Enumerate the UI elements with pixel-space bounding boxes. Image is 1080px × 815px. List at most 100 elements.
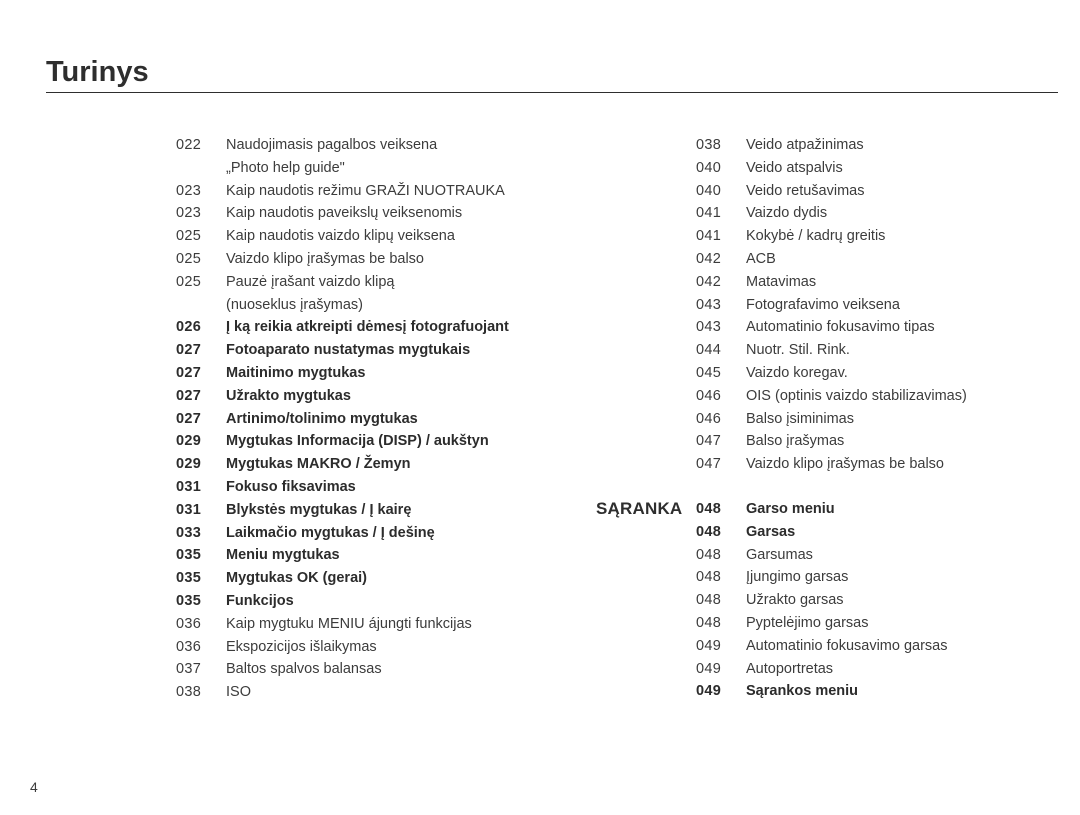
toc-row: 027Maitinimo mygtukas <box>176 362 566 385</box>
toc-page: 035 <box>176 544 226 567</box>
document-page: Turinys 022Naudojimasis pagalbos veiksen… <box>0 0 1080 815</box>
toc-text: Automatinio fokusavimo garsas <box>746 635 967 658</box>
toc-page: 026 <box>176 316 226 339</box>
toc-page: 037 <box>176 658 226 681</box>
toc-page: 048 <box>696 612 746 635</box>
toc-page: 025 <box>176 271 226 294</box>
toc-page: 041 <box>696 225 746 248</box>
toc-page: 035 <box>176 567 226 590</box>
toc-row: (nuoseklus įrašymas) <box>176 294 566 317</box>
toc-row: 040Veido atspalvis <box>696 157 967 180</box>
toc-row: 036Kaip mygtuku MENIU ájungti funkcijas <box>176 613 566 636</box>
toc-page: 045 <box>696 362 746 385</box>
toc-row: 037Baltos spalvos balansas <box>176 658 566 681</box>
toc-page: 029 <box>176 453 226 476</box>
toc-row: 035Funkcijos <box>176 590 566 613</box>
toc-page: 029 <box>176 430 226 453</box>
toc-text: Į ką reikia atkreipti dėmesį fotografuoj… <box>226 316 566 339</box>
toc-page: 046 <box>696 385 746 408</box>
toc-text: Blykstės mygtukas / Į kairę <box>226 499 566 522</box>
toc-text: Balso įsiminimas <box>746 408 967 431</box>
toc-text: Nuotr. Stil. Rink. <box>746 339 967 362</box>
title-rule <box>46 92 1058 93</box>
toc-text: Vaizdo dydis <box>746 202 967 225</box>
toc-page: 040 <box>696 157 746 180</box>
toc-page: 025 <box>176 225 226 248</box>
toc-page: 027 <box>176 339 226 362</box>
toc-text: „Photo help guide" <box>226 157 566 180</box>
toc-row: 033Laikmačio mygtukas / Į dešinę <box>176 522 566 545</box>
toc-row: 031Fokuso fiksavimas <box>176 476 566 499</box>
toc-row: 046Balso įsiminimas <box>696 408 967 431</box>
toc-page: 048 <box>696 544 746 567</box>
toc-text: Pauzė įrašant vaizdo klipą <box>226 271 566 294</box>
toc-text: Baltos spalvos balansas <box>226 658 566 681</box>
toc-text: Kokybė / kadrų greitis <box>746 225 967 248</box>
toc-page: 042 <box>696 271 746 294</box>
toc-page: 048 <box>696 521 746 544</box>
toc-page: 038 <box>176 681 226 704</box>
toc-text: OIS (optinis vaizdo stabilizavimas) <box>746 385 967 408</box>
toc-page: 046 <box>696 408 746 431</box>
toc-text: Automatinio fokusavimo tipas <box>746 316 967 339</box>
toc-page: 048 <box>696 566 746 589</box>
toc-row: 041Vaizdo dydis <box>696 202 967 225</box>
toc-row: 038Veido atpažinimas <box>696 134 967 157</box>
toc-text: ACB <box>746 248 967 271</box>
toc-row: 038ISO <box>176 681 566 704</box>
toc-text: ISO <box>226 681 566 704</box>
toc-row: 025Kaip naudotis vaizdo klipų veiksena <box>176 225 566 248</box>
toc-page: 049 <box>696 635 746 658</box>
toc-page: 025 <box>176 248 226 271</box>
toc-column-right: 038Veido atpažinimas040Veido atspalvis04… <box>696 134 967 704</box>
toc-text: Mygtukas OK (gerai) <box>226 567 566 590</box>
toc-text: Sąrankos meniu <box>746 680 967 703</box>
toc-text: Veido atspalvis <box>746 157 967 180</box>
toc-page: 048 <box>696 498 746 521</box>
toc-text: Pyptelėjimo garsas <box>746 612 967 635</box>
toc-text: Vaizdo klipo įrašymas be balso <box>226 248 566 271</box>
toc-text: Meniu mygtukas <box>226 544 566 567</box>
toc-text: Vaizdo klipo įrašymas be balso <box>746 453 967 476</box>
toc-text: Matavimas <box>746 271 967 294</box>
toc-text: Įjungimo garsas <box>746 566 967 589</box>
toc-page: 023 <box>176 202 226 225</box>
toc-text: Mygtukas Informacija (DISP) / aukštyn <box>226 430 566 453</box>
toc-text: Fokuso fiksavimas <box>226 476 566 499</box>
toc-page: 047 <box>696 430 746 453</box>
toc-row: 025Vaizdo klipo įrašymas be balso <box>176 248 566 271</box>
toc-text: Fotoaparato nustatymas mygtukais <box>226 339 566 362</box>
toc-text: Mygtukas MAKRO / Žemyn <box>226 453 566 476</box>
page-title: Turinys <box>46 56 149 89</box>
toc-row: 048Garsumas <box>696 544 967 567</box>
toc-text: Garsas <box>746 521 967 544</box>
toc-page: 038 <box>696 134 746 157</box>
toc-text: Balso įrašymas <box>746 430 967 453</box>
toc-page: 049 <box>696 680 746 703</box>
toc-text: Kaip mygtuku MENIU ájungti funkcijas <box>226 613 566 636</box>
toc-row: 027Artinimo/tolinimo mygtukas <box>176 408 566 431</box>
toc-text: Kaip naudotis vaizdo klipų veiksena <box>226 225 566 248</box>
toc-columns: 022Naudojimasis pagalbos veiksena„Photo … <box>176 134 1040 704</box>
toc-row: 047Vaizdo klipo įrašymas be balso <box>696 453 967 476</box>
toc-page: 035 <box>176 590 226 613</box>
toc-text: Veido atpažinimas <box>746 134 967 157</box>
toc-page: 043 <box>696 294 746 317</box>
toc-text: Garso meniu <box>746 498 967 521</box>
toc-row: 041Kokybė / kadrų greitis <box>696 225 967 248</box>
page-number: 4 <box>30 779 38 795</box>
toc-page: 036 <box>176 613 226 636</box>
toc-row: 045Vaizdo koregav. <box>696 362 967 385</box>
section-label: SĄRANKA <box>596 498 682 521</box>
toc-row: 044Nuotr. Stil. Rink. <box>696 339 967 362</box>
toc-gap <box>696 476 967 498</box>
toc-page: 044 <box>696 339 746 362</box>
toc-page: 027 <box>176 385 226 408</box>
toc-row: 022Naudojimasis pagalbos veiksena <box>176 134 566 157</box>
toc-text: Užrakto garsas <box>746 589 967 612</box>
toc-row: 048Įjungimo garsas <box>696 566 967 589</box>
toc-text: (nuoseklus įrašymas) <box>226 294 566 317</box>
toc-row: 049Autoportretas <box>696 658 967 681</box>
toc-row: 026Į ką reikia atkreipti dėmesį fotograf… <box>176 316 566 339</box>
toc-page: 031 <box>176 499 226 522</box>
